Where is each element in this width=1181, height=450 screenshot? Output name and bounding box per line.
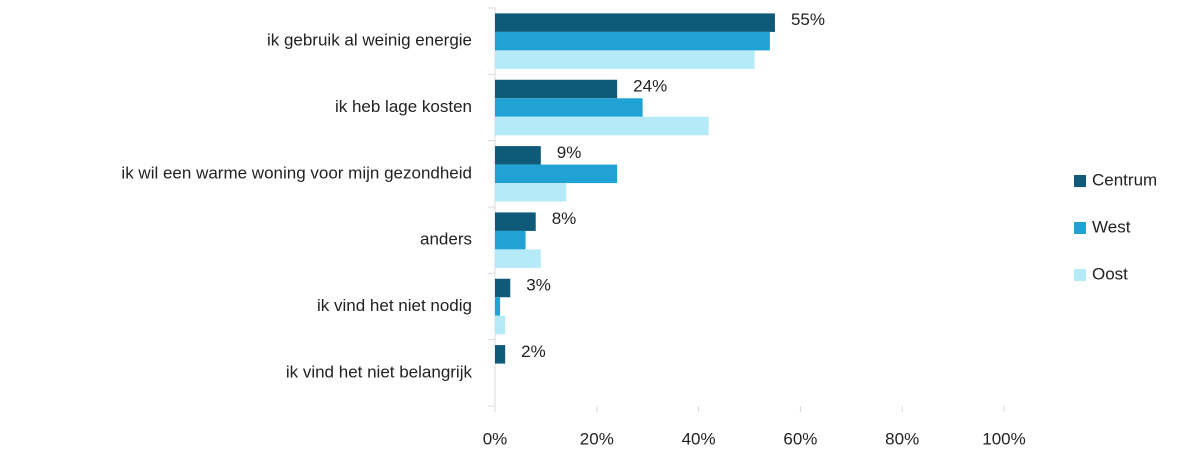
x-tick-label: 20% [580, 429, 614, 448]
bar [495, 297, 501, 316]
value-label: 9% [557, 143, 582, 162]
legend-swatch [1074, 222, 1086, 234]
x-tick-label: 0% [483, 429, 508, 448]
bar [495, 230, 526, 250]
bar [495, 212, 536, 231]
bar [495, 146, 541, 165]
bar [495, 116, 709, 136]
bar [495, 98, 643, 117]
category-label: ik wil een warme woning voor mijn gezond… [121, 163, 472, 182]
legend-label: Centrum [1092, 170, 1157, 189]
x-tick-label: 100% [982, 429, 1025, 448]
x-tick-label: 60% [783, 429, 817, 448]
value-label: 8% [552, 209, 577, 228]
category-label: ik vind het niet belangrijk [286, 362, 473, 381]
category-label: ik gebruik al weinig energie [267, 31, 472, 50]
bar [495, 31, 770, 51]
bar [495, 13, 775, 32]
legend-label: Oost [1092, 264, 1128, 283]
value-label: 2% [521, 342, 546, 361]
legend-swatch [1074, 269, 1086, 281]
legend-label: West [1092, 217, 1131, 236]
x-tick-label: 80% [885, 429, 919, 448]
value-label: 3% [526, 275, 551, 294]
value-label: 55% [791, 10, 825, 29]
x-tick-label: 40% [682, 429, 716, 448]
bar [495, 183, 567, 202]
bar [495, 164, 618, 184]
bar [495, 79, 618, 99]
legend-swatch [1074, 175, 1086, 187]
category-label: anders [420, 230, 472, 249]
bar [495, 278, 511, 298]
bar [495, 50, 755, 69]
bar [495, 315, 506, 335]
category-label: ik vind het niet nodig [317, 296, 472, 315]
bar [495, 345, 506, 364]
bar [495, 249, 541, 268]
category-label: ik heb lage kosten [335, 97, 472, 116]
value-label: 24% [633, 76, 667, 95]
